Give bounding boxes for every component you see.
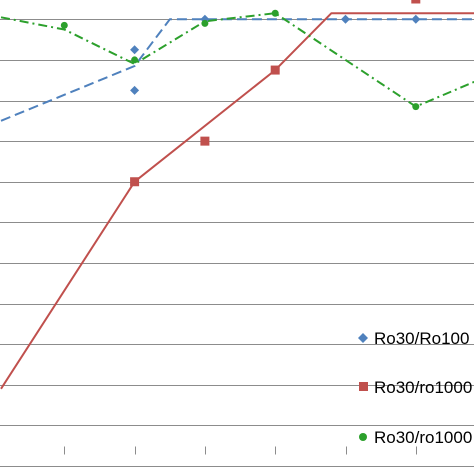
series-markers [60,0,421,187]
data-point-circle [60,21,68,29]
data-point-circle [201,19,209,27]
legend-marker-circle [359,433,367,441]
legend-item-1: Ro30/Ro100 [358,329,469,348]
legend-label-3: Ro30/ro1000 [374,428,472,447]
data-point-diamond [130,85,140,95]
legend-item-2: Ro30/ro1000 [359,378,472,397]
series-line-1 [0,18,474,122]
legend-item-3: Ro30/ro1000 [359,428,472,447]
legend-label-1: Ro30/Ro100 [374,329,469,348]
data-point-diamond [341,14,350,24]
legend-marker-square [359,382,368,391]
data-point-square [411,0,421,4]
legend-label-2: Ro30/ro1000 [374,378,472,397]
data-point-circle [131,56,139,64]
gridlines [0,19,474,467]
legend: Ro30/Ro100 Ro30/ro1000 Ro30/ro1000 [358,329,472,447]
legend-marker-diamond [358,333,368,343]
data-point-square [270,65,280,75]
data-point-diamond [130,45,140,55]
data-point-square [130,177,140,187]
x-axis [64,446,417,455]
data-point-circle [412,103,420,111]
data-point-square [200,136,210,146]
data-point-circle [271,9,279,17]
data-point-diamond [411,14,421,24]
